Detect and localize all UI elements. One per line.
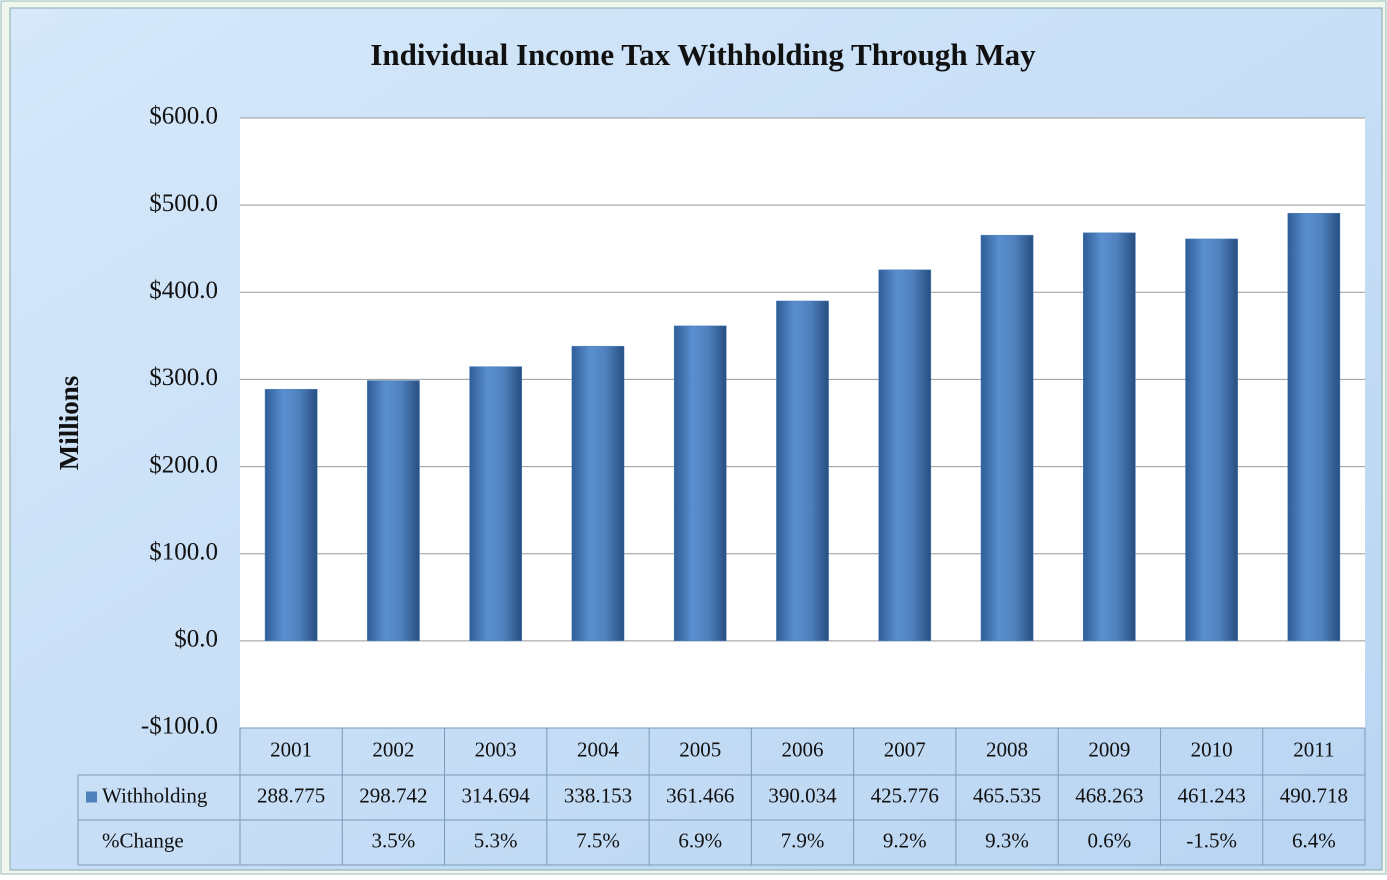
table-cell: 0.6%: [1087, 828, 1131, 852]
y-tick-label: $500.0: [149, 190, 218, 217]
table-value: 490.718: [1280, 783, 1348, 807]
x-tick-label: 2006: [782, 737, 824, 761]
bar: [367, 380, 420, 642]
table-cell: 9.2%: [883, 828, 927, 852]
x-tick-label: 2001: [270, 737, 312, 761]
table-cell: -1.5%: [1186, 828, 1237, 852]
x-tick-label: 2003: [475, 737, 517, 761]
table-value: 361.466: [666, 783, 734, 807]
bar: [1287, 212, 1341, 642]
table-cell: 7.9%: [781, 828, 825, 852]
table-cell: 7.5%: [576, 828, 620, 852]
y-tick-label: $300.0: [149, 364, 218, 391]
x-tick-label: 2009: [1088, 737, 1130, 761]
table-value: 338.153: [564, 783, 632, 807]
y-tick-label: -$100.0: [141, 713, 218, 740]
y-tick-label: $400.0: [149, 277, 218, 304]
table-cell: 9.3%: [985, 828, 1029, 852]
table-cell: 6.9%: [678, 828, 722, 852]
table-row-label: %Change: [102, 828, 184, 852]
table-value: 314.694: [462, 783, 531, 807]
bar: [980, 234, 1034, 642]
x-tick-label: 2007: [884, 737, 926, 761]
bar: [264, 388, 318, 642]
y-tick-label: $100.0: [149, 538, 218, 565]
legend-label: Withholding: [102, 783, 208, 807]
table-value: 465.535: [973, 783, 1041, 807]
bar: [571, 345, 625, 642]
y-tick-label: $200.0: [149, 451, 218, 478]
x-tick-label: 2008: [986, 737, 1028, 761]
legend-key: [86, 791, 97, 803]
table-value: 425.776: [871, 783, 939, 807]
bar: [776, 300, 829, 642]
bar: [469, 366, 523, 642]
y-tick-label: $600.0: [149, 103, 218, 130]
bar: [673, 325, 727, 642]
table-value: 288.775: [257, 783, 325, 807]
y-tick-label: $0.0: [174, 626, 218, 653]
y-axis-label: Millions: [54, 376, 84, 471]
x-tick-label: 2011: [1293, 737, 1334, 761]
chart-title: Individual Income Tax Withholding Throug…: [370, 37, 1036, 72]
table-cell: 6.4%: [1292, 828, 1336, 852]
bar: [878, 269, 932, 642]
table-value: 298.742: [359, 783, 427, 807]
x-tick-label: 2010: [1191, 737, 1233, 761]
bar: [1185, 238, 1238, 642]
table-cell: 3.5%: [372, 828, 416, 852]
x-tick-label: 2005: [679, 737, 721, 761]
table-value: 390.034: [768, 783, 837, 807]
x-tick-label: 2004: [577, 737, 620, 761]
x-tick-label: 2002: [372, 737, 414, 761]
table-value: 461.243: [1177, 783, 1245, 807]
table-cell: 5.3%: [474, 828, 518, 852]
bar: [1082, 232, 1136, 642]
table-value: 468.263: [1075, 783, 1143, 807]
